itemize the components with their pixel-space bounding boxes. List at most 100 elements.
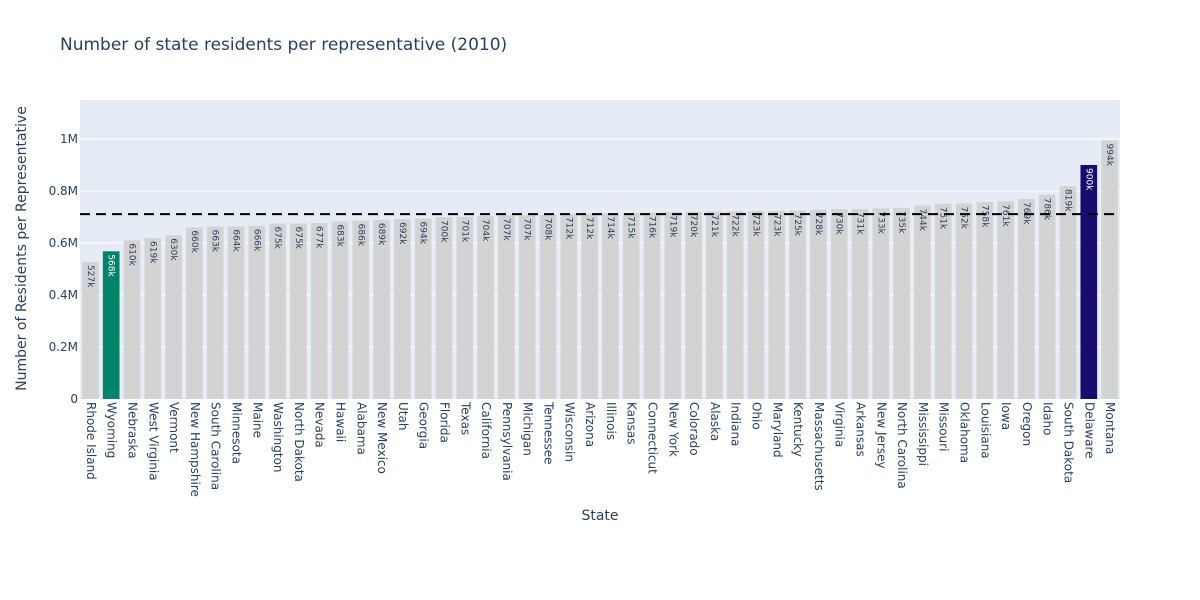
bar-value-label: 666k: [251, 229, 261, 252]
bar-value-label: 751k: [938, 207, 948, 230]
bar: [498, 215, 515, 399]
x-tick-label: Alabama: [354, 402, 368, 455]
x-tick-label: Wisconsin: [562, 402, 576, 462]
x-tick-label: Utah: [396, 402, 410, 430]
bar-value-label: 725k: [792, 214, 802, 237]
bar-value-label: 900k: [1083, 168, 1093, 191]
bar-value-label: 686k: [355, 224, 365, 247]
bar-value-label: 683k: [335, 224, 345, 247]
bar-value-label: 677k: [314, 226, 324, 249]
bar: [643, 212, 661, 399]
y-tick-label: 0.6M: [49, 236, 78, 250]
bar: [976, 201, 994, 399]
bar: [165, 235, 182, 399]
bar: [248, 225, 266, 399]
x-tick-label: Wyoming: [105, 402, 119, 458]
x-tick-label: Washington: [271, 402, 285, 473]
x-tick-label: Tennessee: [542, 401, 556, 465]
x-tick-label: Missouri: [937, 402, 951, 451]
x-tick-label: Colorado: [687, 402, 701, 456]
bar: [1059, 186, 1077, 399]
x-tick-label: Mississippi: [916, 402, 930, 466]
bar: [851, 208, 869, 399]
bar: [747, 211, 765, 399]
x-tick-label: Maine: [250, 402, 264, 438]
y-tick-label: 0.2M: [49, 340, 78, 354]
bar: [560, 213, 578, 399]
bar-value-label: 723k: [771, 214, 781, 237]
bar: [539, 214, 557, 399]
x-tick-label: New Jersey: [874, 402, 888, 469]
x-tick-label: Hawaii: [334, 402, 348, 442]
x-tick-label: Kansas: [625, 402, 639, 444]
x-tick-label: Connecticut: [646, 402, 660, 474]
x-tick-label: Maryland: [770, 402, 784, 458]
bar-value-label: 719k: [667, 215, 677, 238]
x-tick-label: Virginia: [833, 402, 847, 447]
bar: [435, 217, 453, 399]
x-tick-label: Michigan: [521, 402, 535, 456]
bar-value-label: 761k: [1000, 204, 1010, 227]
bar: [186, 227, 203, 399]
bar: [789, 210, 806, 399]
x-tick-label: Delaware: [1082, 402, 1096, 459]
bar-value-label: 675k: [293, 227, 303, 250]
bar-value-label: 675k: [272, 227, 282, 250]
bar: [144, 238, 162, 399]
bar: [872, 208, 890, 399]
bar: [685, 211, 702, 399]
x-tick-label: Illinois: [604, 402, 618, 440]
bar: [206, 226, 224, 399]
y-axis-title: Number of Residents per Representative: [14, 106, 30, 391]
bar-value-label: 786k: [1042, 198, 1052, 221]
bar: [706, 211, 723, 399]
bar-value-label: 694k: [418, 222, 428, 245]
x-tick-label: Arizona: [583, 402, 597, 447]
bar: [893, 207, 910, 399]
bar-value-label: 819k: [1063, 189, 1073, 212]
x-tick-label: Nevada: [313, 402, 327, 448]
bar: [1080, 165, 1098, 399]
bar: [227, 226, 245, 399]
bar-value-label: 708k: [543, 218, 553, 241]
bar-value-label: 707k: [522, 218, 532, 241]
bar-value-label: 722k: [730, 214, 740, 237]
x-tick-label: Montana: [1103, 402, 1117, 454]
x-tick-label: Texas: [458, 401, 472, 435]
bar-value-label: 568k: [106, 254, 116, 277]
x-tick-label: Iowa: [999, 402, 1013, 430]
x-tick-label: Vermont: [167, 402, 181, 453]
bar: [768, 211, 786, 399]
bar: [830, 209, 848, 399]
x-tick-label: Louisiana: [978, 402, 992, 459]
x-tick-label: Oklahoma: [958, 402, 972, 463]
bar-value-label: 733k: [875, 211, 885, 234]
bar-value-label: 714k: [605, 216, 615, 239]
chart-title: Number of state residents per representa…: [60, 35, 507, 55]
bar: [602, 213, 619, 399]
x-tick-label: Massachusetts: [812, 402, 826, 491]
x-tick-label: New York: [666, 402, 680, 457]
bar-value-label: 752k: [959, 206, 969, 229]
x-tick-label: Oregon: [1020, 402, 1034, 446]
bars: 527k 568k 610k 619k 630k 660k 663k 664k 666k 675k…: [82, 140, 1118, 399]
x-tick-label: New Hampshire: [188, 402, 202, 497]
bar-value-label: 731k: [855, 212, 865, 235]
bar-value-label: 758k: [979, 205, 989, 228]
bar: [934, 203, 952, 399]
bar: [664, 212, 682, 399]
bar-value-label: 712k: [563, 217, 573, 240]
bar-value-label: 689k: [376, 223, 386, 246]
bar-value-label: 700k: [439, 220, 449, 243]
x-tick-label: California: [479, 402, 493, 459]
x-tick-labels: Rhode Island Wyoming Nebraska West Virginia…: [84, 401, 1117, 497]
bar-value-label: 728k: [813, 213, 823, 236]
x-tick-label: Arkansas: [854, 402, 868, 457]
x-tick-label: South Dakota: [1062, 402, 1076, 483]
x-tick-label: North Carolina: [895, 402, 909, 489]
x-tick-label: North Dakota: [292, 402, 306, 482]
x-tick-label: Florida: [438, 402, 452, 443]
bar-value-label: 527k: [85, 265, 95, 288]
